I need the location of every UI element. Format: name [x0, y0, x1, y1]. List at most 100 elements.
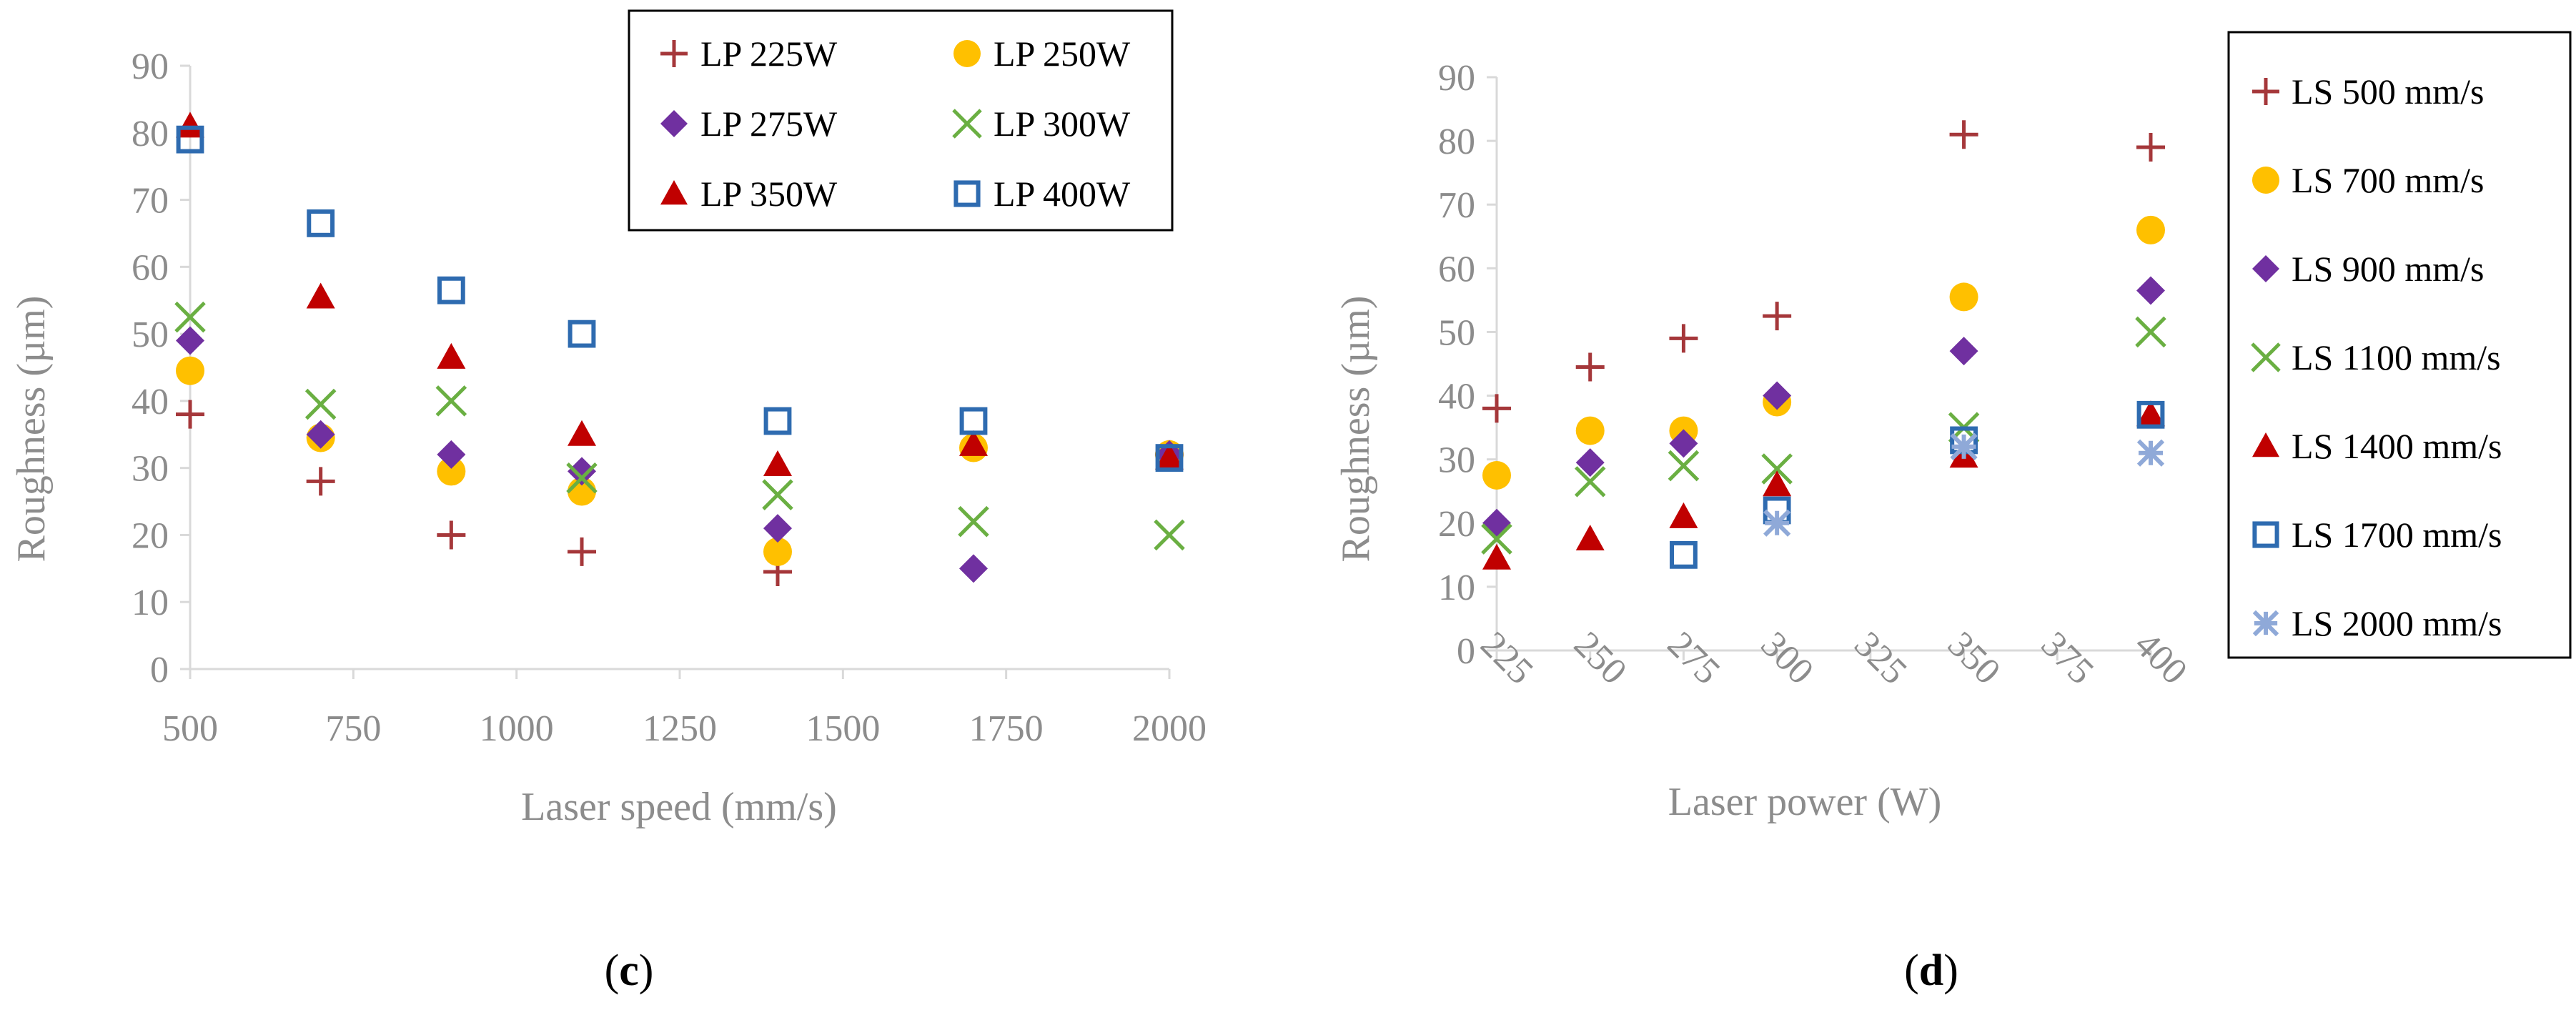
- data-point: [566, 462, 598, 494]
- y-tick-label: 90: [1438, 58, 1475, 99]
- data-point: [2136, 400, 2165, 429]
- data-point: [2136, 133, 2165, 162]
- legend-label: LS 2000 mm/s: [2292, 603, 2502, 643]
- series-lp-275w: [176, 326, 1184, 583]
- data-point: [959, 407, 988, 435]
- y-tick-label: 80: [1438, 122, 1475, 162]
- data-point: [437, 457, 466, 486]
- series-ls-1100-mm-s: [1481, 316, 2166, 555]
- data-point: [435, 385, 467, 417]
- data-point: [1482, 460, 1511, 490]
- y-tick-label: 60: [1438, 249, 1475, 289]
- series-ls-1700-mm-s: [1670, 400, 2165, 569]
- legend-marker: [660, 180, 688, 205]
- data-point: [763, 514, 792, 543]
- data-point: [1763, 470, 1792, 497]
- data-point: [1949, 282, 1978, 312]
- legend-item: LS 1700 mm/s: [2252, 515, 2502, 555]
- x-tick-label: 1250: [643, 708, 717, 749]
- legend-label: LP 350W: [700, 174, 838, 214]
- x-tick-label: 350: [1940, 624, 2008, 692]
- legend-label: LS 700 mm/s: [2292, 160, 2484, 200]
- data-point: [1669, 324, 1698, 353]
- legend-item: LP 350W: [660, 174, 838, 214]
- data-point: [1575, 448, 1605, 477]
- y-tick-label: 10: [132, 583, 169, 623]
- chart-d: Roughness (µm) 0 10 20 30 40 50 60 70 80 90 225 25…: [1334, 31, 2572, 995]
- legend-label: LS 1700 mm/s: [2292, 515, 2502, 555]
- data-point: [304, 388, 337, 420]
- data-point: [1761, 453, 1793, 485]
- data-point: [1481, 523, 1512, 555]
- data-point: [1482, 394, 1511, 423]
- legend-label: LS 1400 mm/s: [2292, 426, 2502, 466]
- data-point: [1763, 302, 1792, 331]
- data-point: [1763, 509, 1791, 537]
- x-tick-label: 1000: [480, 708, 554, 749]
- legend-label: LS 900 mm/s: [2292, 249, 2484, 289]
- legend-marker: [952, 109, 982, 139]
- y-tick-label: 40: [1438, 377, 1475, 417]
- data-point: [1949, 120, 1978, 149]
- data-point: [1950, 432, 1978, 460]
- series-lp-400w: [176, 125, 1184, 472]
- x-tick-label: 300: [1753, 624, 1821, 692]
- legend-item: LS 500 mm/s: [2252, 71, 2484, 112]
- series-ls-1400-mm-s: [1482, 400, 2165, 570]
- legend-item: LP 225W: [660, 34, 838, 74]
- chart-c: Roughness (µm) 0 10 20 30 40 50 60 70 80 90 500 75…: [9, 9, 1207, 995]
- chart-c-ylabel: Roughness (µm): [9, 296, 54, 563]
- legend-marker: [953, 40, 981, 67]
- data-point: [1154, 519, 1185, 551]
- legend-item: LS 2000 mm/s: [2252, 603, 2502, 643]
- y-tick-label: 70: [132, 181, 169, 222]
- data-point: [959, 554, 988, 583]
- legend-item: LP 275W: [660, 104, 838, 144]
- y-tick-label: 90: [132, 46, 169, 87]
- y-tick-label: 70: [1438, 185, 1475, 226]
- legend-marker: [2252, 78, 2279, 105]
- series-lp-250w: [176, 356, 1184, 566]
- legend-marker: [660, 110, 688, 137]
- y-tick-label: 50: [132, 315, 169, 355]
- x-tick-label: 750: [325, 708, 381, 749]
- x-tick-label: 2000: [1132, 708, 1207, 749]
- data-point: [176, 356, 204, 385]
- x-tick-label: 375: [2033, 624, 2101, 692]
- legend-label: LP 250W: [994, 34, 1131, 74]
- legend-marker: [660, 40, 688, 67]
- legend-marker: [2252, 610, 2279, 637]
- data-point: [763, 407, 792, 435]
- chart-c-x-ticks: 500 750 1000 1250 1500 1750 2000: [162, 669, 1207, 749]
- data-point: [568, 320, 596, 348]
- y-tick-label: 80: [132, 114, 169, 154]
- x-tick-label: 225: [1472, 624, 1540, 692]
- legend-item: LS 1100 mm/s: [2251, 337, 2501, 377]
- chart-d-marks: [1481, 120, 2166, 570]
- series-lp-350w: [176, 112, 1184, 476]
- legend-label: LS 500 mm/s: [2292, 71, 2484, 112]
- data-point: [437, 440, 466, 469]
- chart-d-legend-frame: [2227, 31, 2572, 659]
- y-tick-label: 0: [1457, 631, 1475, 672]
- chart-c-marks: [174, 112, 1185, 587]
- data-point: [176, 400, 204, 429]
- legend-marker: [2252, 432, 2279, 457]
- data-point: [307, 209, 335, 237]
- series-ls-700-mm-s: [1482, 215, 2165, 490]
- data-point: [1763, 381, 1792, 410]
- legend-item: LP 300W: [952, 104, 1131, 144]
- y-tick-label: 20: [1438, 504, 1475, 545]
- data-point: [306, 420, 335, 449]
- data-point: [2136, 439, 2165, 467]
- legend-marker: [2252, 255, 2279, 282]
- y-tick-label: 0: [150, 650, 169, 690]
- data-point: [2136, 400, 2165, 427]
- data-point: [2135, 316, 2166, 348]
- data-point: [176, 112, 204, 138]
- data-point: [1668, 450, 1700, 482]
- data-point: [1670, 540, 1698, 569]
- chart-d-xlabel: Laser power (W): [1668, 780, 1941, 824]
- data-point: [1155, 444, 1184, 472]
- y-tick-label: 50: [1438, 312, 1475, 353]
